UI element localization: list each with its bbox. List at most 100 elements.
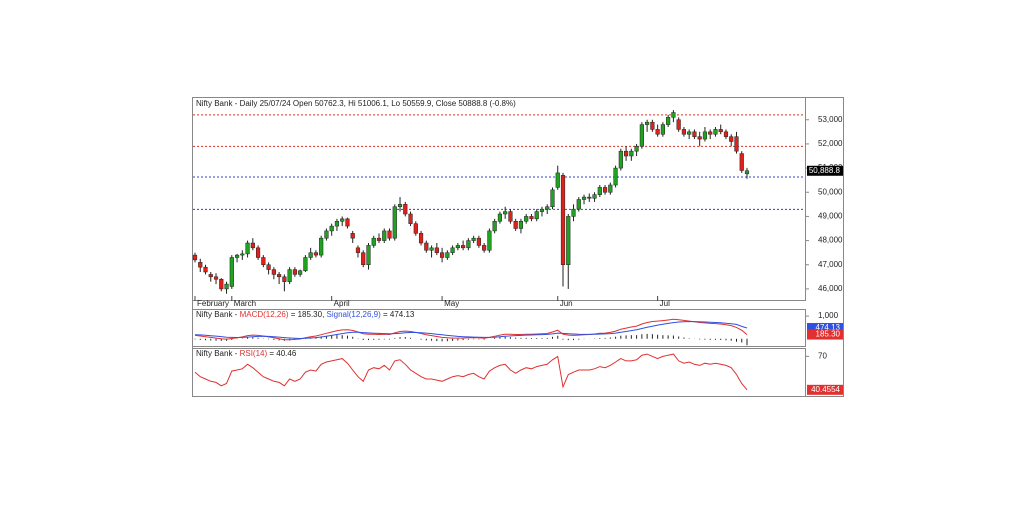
candle-body <box>655 129 660 135</box>
candle-body <box>439 252 445 258</box>
candle-body <box>566 216 571 266</box>
last-value-label-box <box>807 323 843 334</box>
rsi-title: Nifty Bank - RSI(14) = 40.46 <box>196 349 297 358</box>
last-value-label-box <box>807 384 843 395</box>
candle-body <box>639 124 644 147</box>
candle-body <box>287 269 292 282</box>
indicator-line <box>194 318 748 341</box>
candle-body <box>529 216 534 220</box>
x-tick-label: February <box>197 299 229 308</box>
candle-body <box>418 233 424 244</box>
y-tick-label: 46,000 <box>818 284 843 293</box>
x-tick-label: March <box>234 299 256 308</box>
x-tick-label: April <box>334 299 350 308</box>
candle-body <box>329 225 334 232</box>
candle-body <box>345 218 350 227</box>
y-tick-label: 50,000 <box>818 187 843 196</box>
candle-body <box>518 221 524 229</box>
candle-body <box>708 131 713 135</box>
candle-body <box>487 230 492 251</box>
candle-body <box>666 117 671 125</box>
candle-body <box>744 170 750 175</box>
candle-body <box>687 131 692 135</box>
candle-body <box>650 121 655 130</box>
candle-body <box>476 237 481 246</box>
candle-body <box>618 150 623 169</box>
candle-body <box>660 124 665 135</box>
candle-body <box>702 131 708 140</box>
candle-body <box>392 206 397 239</box>
candle-body <box>355 247 361 253</box>
candle-body <box>445 252 450 258</box>
candle-body <box>397 204 403 207</box>
candle-body <box>434 247 439 253</box>
candle-body <box>513 221 518 229</box>
candle-body <box>539 208 545 212</box>
candle-body <box>403 204 408 215</box>
candle-body <box>608 184 613 193</box>
candle-body <box>408 213 413 224</box>
title-part: RSI(14) <box>240 349 268 358</box>
candle-body <box>324 230 329 239</box>
last-price-label-box <box>807 165 843 176</box>
last-value-label: 185.30 <box>816 330 841 339</box>
candle-body <box>424 242 429 251</box>
candle-body <box>282 276 287 282</box>
candle-body <box>671 112 676 118</box>
candle-body <box>192 254 198 261</box>
candle-body <box>645 121 650 125</box>
candle-body <box>492 221 497 232</box>
y-tick-label: 52,000 <box>818 139 843 148</box>
candle-body <box>277 274 282 278</box>
candle-body <box>371 237 376 246</box>
indicator-line <box>194 353 748 391</box>
title-part: Signal(12,26,9) <box>327 310 382 319</box>
candle-body <box>676 119 681 130</box>
candle-body <box>387 230 392 239</box>
candle-body <box>697 136 702 140</box>
y-tick-label: 49,000 <box>818 212 843 221</box>
indicator-line <box>194 321 748 340</box>
candle-body <box>550 189 555 207</box>
y-tick-label: 47,000 <box>818 260 843 269</box>
candle-body <box>382 230 387 241</box>
last-price-label: 50,888.8 <box>809 166 841 175</box>
candle-body <box>366 245 371 266</box>
candle-body <box>597 187 602 195</box>
candle-body <box>203 266 208 273</box>
candle-body <box>292 269 297 275</box>
x-tick-label: May <box>444 299 459 308</box>
price-panel <box>192 97 806 301</box>
price-title: Nifty Bank - Daily 25/07/24 Open 50762.3… <box>196 99 516 108</box>
candle-body <box>497 213 503 222</box>
candle-body <box>208 274 213 278</box>
candle-body <box>298 270 303 275</box>
candle-body <box>692 131 697 137</box>
candle-body <box>461 245 466 249</box>
candle-body <box>255 247 261 258</box>
candle-body <box>681 129 687 135</box>
candle-body <box>334 221 340 227</box>
last-value-label: 40.4554 <box>811 385 840 394</box>
candle-body <box>245 242 250 255</box>
candle-body <box>303 257 308 272</box>
y-tick-label: 70 <box>818 351 827 360</box>
last-value-label-box <box>807 329 843 340</box>
candle-body <box>350 233 355 239</box>
macd-panel <box>192 309 806 347</box>
candle-body <box>734 136 739 152</box>
candle-body <box>471 237 476 241</box>
candle-body <box>508 211 513 222</box>
candle-body <box>261 257 266 265</box>
last-value-label: 474.13 <box>816 323 841 332</box>
candle-body <box>729 136 734 142</box>
candle-body <box>271 269 276 275</box>
rsi-panel <box>192 348 806 397</box>
candle-body <box>429 247 434 251</box>
candle-body <box>224 283 229 290</box>
x-tick-label: Jul <box>660 299 670 308</box>
candle-body <box>581 196 587 200</box>
candle-body <box>560 175 566 265</box>
candle-body <box>198 262 203 268</box>
candle-body <box>213 276 219 280</box>
